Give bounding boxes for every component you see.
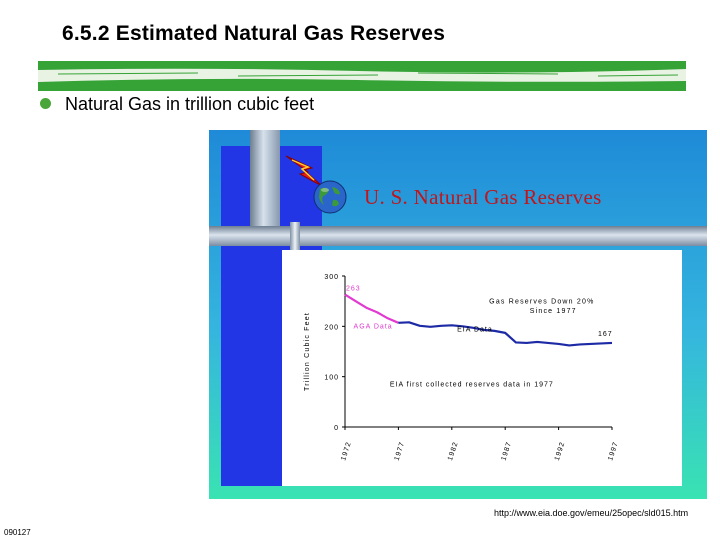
- annotation-note-1: Gas Reserves Down 20%: [489, 299, 594, 306]
- data-label-end: 167: [598, 331, 613, 338]
- bullet-text: Natural Gas in trillion cubic feet: [65, 94, 315, 114]
- annotation-eia-first: EIA first collected reserves data in 197…: [390, 382, 554, 389]
- series-line-eia: [398, 321, 613, 347]
- annotation-note-2: Since 1977: [530, 308, 577, 315]
- series-line-aga: [344, 293, 399, 324]
- title-underline-bar: [38, 61, 686, 91]
- bullet-item: Natural Gas in trillion cubic feet: [40, 94, 314, 115]
- globe-icon: [313, 180, 347, 214]
- x-tick-label: 1992: [554, 441, 567, 462]
- pipeline-joint: [290, 222, 300, 250]
- y-tick-label: 100: [324, 375, 339, 382]
- x-tick-label: 1982: [447, 441, 460, 462]
- x-tick-label: 1997: [607, 441, 620, 462]
- pipeline-horizontal: [209, 226, 707, 246]
- source-link[interactable]: http://www.eia.doe.gov/emeu/25opec/sld01…: [494, 508, 689, 518]
- footer-code: 090127: [4, 528, 31, 537]
- y-tick-label: 300: [324, 274, 339, 281]
- y-axis-label: Trillion Cubic Feet: [304, 312, 311, 391]
- reserves-line-chart: 300 200 100 0 1972 1977 1982 1987 1992 1997 Trilli…: [304, 274, 620, 462]
- x-tick-label: 1987: [500, 441, 513, 462]
- chart-series: [344, 293, 613, 347]
- slide-title: 6.5.2 Estimated Natural Gas Reserves: [62, 22, 446, 45]
- chart-axes: [344, 276, 612, 428]
- chart-labels: 300 200 100 0 1972 1977 1982 1987 1992 1997 Trilli…: [304, 274, 620, 462]
- y-tick-label: 200: [324, 324, 339, 331]
- chart-background: [282, 250, 682, 486]
- x-tick-label: 1972: [340, 441, 353, 462]
- series-label-eia: EIA Data: [457, 326, 493, 333]
- x-tick-label: 1977: [394, 441, 407, 462]
- y-tick-label: 0: [334, 425, 339, 432]
- series-label-aga: AGA Data: [354, 323, 393, 330]
- pipeline-vertical: [250, 130, 280, 240]
- bullet-icon: [40, 98, 51, 109]
- chart-gridlines: [342, 275, 613, 430]
- figure-banner-title: U. S. Natural Gas Reserves: [364, 185, 602, 209]
- data-label-start: 263: [346, 286, 361, 293]
